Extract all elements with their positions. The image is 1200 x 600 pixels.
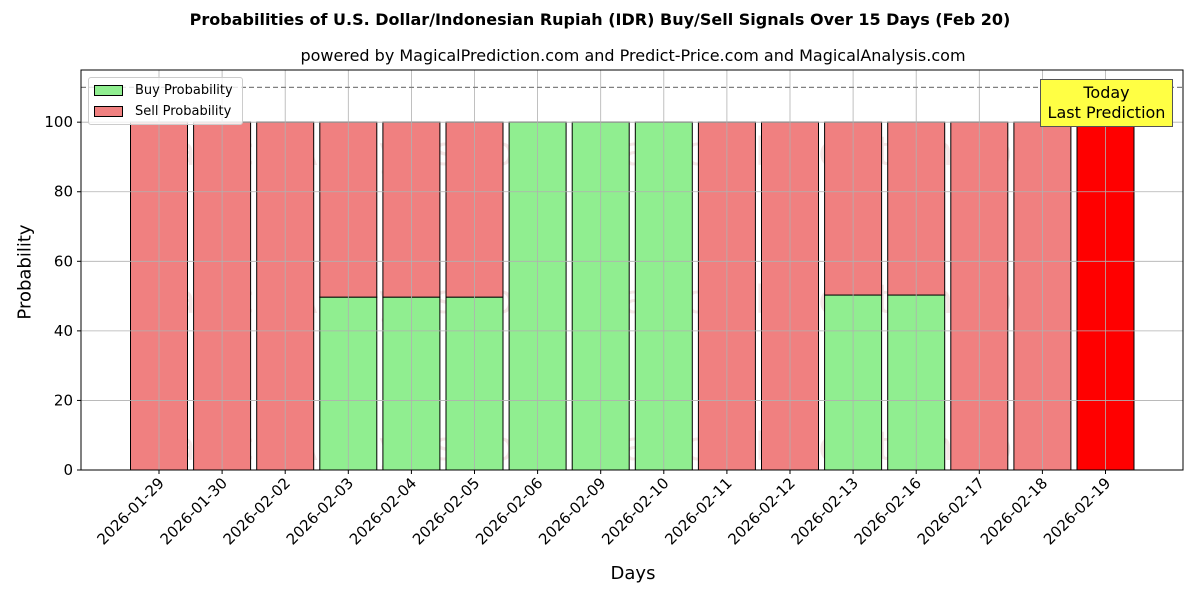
x-tick-label: 2026-02-09 <box>535 474 609 548</box>
x-tick-label: 2026-02-05 <box>409 474 483 548</box>
x-axis-label: Days <box>610 563 656 584</box>
x-tick-label: 2026-02-11 <box>661 474 735 548</box>
x-tick-label: 2026-01-30 <box>157 474 231 548</box>
x-tick-label: 2026-02-02 <box>220 474 294 548</box>
x-tick-label: 2026-02-10 <box>598 474 672 548</box>
y-tick-label: 20 <box>54 391 73 409</box>
sell-swatch <box>94 105 123 117</box>
x-tick-label: 2026-02-13 <box>788 474 862 548</box>
x-tick-label: 2026-02-18 <box>977 474 1051 548</box>
x-tick-label: 2026-02-19 <box>1040 474 1114 548</box>
today-annotation: Today Last Prediction <box>1040 79 1173 127</box>
legend-item-buy: Buy Probability <box>94 82 233 98</box>
chart-subtitle: powered by MagicalPrediction.com and Pre… <box>300 46 966 65</box>
chart-title: Probabilities of U.S. Dollar/Indonesian … <box>189 10 1011 29</box>
x-tick-label: 2026-02-03 <box>283 474 357 548</box>
legend-sell-label: Sell Probability <box>135 103 232 119</box>
y-axis-label: Probability <box>14 224 36 320</box>
x-tick-label: 2026-02-06 <box>472 474 546 548</box>
y-tick-label: 60 <box>54 252 73 270</box>
y-tick-label: 40 <box>54 322 73 340</box>
x-tick-label: 2026-02-12 <box>724 474 798 548</box>
buy-swatch <box>94 84 123 96</box>
x-tick-label: 2026-02-16 <box>851 474 925 548</box>
y-tick-label: 80 <box>54 183 73 201</box>
legend-item-sell: Sell Probability <box>94 103 231 119</box>
legend: Buy Probability Sell Probability <box>88 77 243 125</box>
x-tick-label: 2026-01-29 <box>93 474 167 548</box>
today-line1: Today <box>1083 83 1130 102</box>
y-tick-label: 0 <box>63 461 73 479</box>
y-tick-label: 100 <box>44 113 73 131</box>
today-line2: Last Prediction <box>1047 103 1166 122</box>
x-tick-label: 2026-02-04 <box>346 474 420 548</box>
x-tick-label: 2026-02-17 <box>914 474 988 548</box>
legend-buy-label: Buy Probability <box>135 82 233 98</box>
plot-frame <box>80 69 1184 471</box>
